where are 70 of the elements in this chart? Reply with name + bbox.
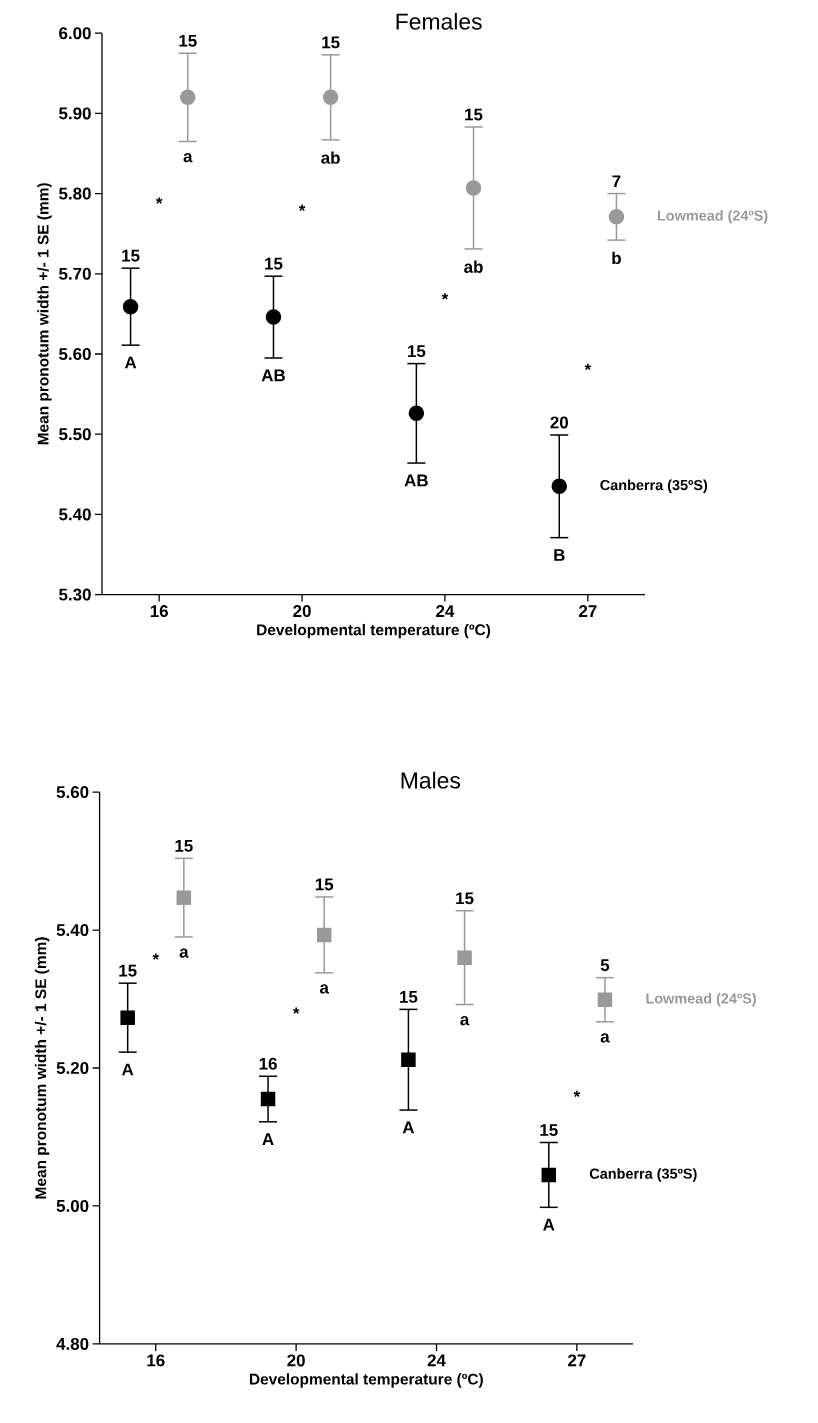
annotation: 15 — [179, 34, 197, 47]
annotation: a — [179, 948, 189, 958]
y-tick-label: 5.40 — [59, 508, 91, 521]
x-tick-label: 27 — [568, 1354, 586, 1367]
y-tick-label: 5.50 — [59, 428, 91, 441]
y-axis-title: Mean pronotum width +/- 1 SE (mm) — [37, 183, 52, 445]
text: Canberra (35ºS) — [589, 1168, 697, 1182]
annotation: 15 — [265, 257, 283, 270]
annotation: A — [402, 1121, 415, 1134]
annotation: 15 — [465, 108, 483, 121]
y-tick-label: 4.80 — [56, 1337, 89, 1350]
x-tick-label: 16 — [147, 1354, 165, 1367]
x-axis-title: Developmental temperature (ºC) — [257, 623, 491, 639]
annotation: * — [292, 1007, 300, 1014]
y-tick-label: 5.80 — [59, 187, 91, 200]
annotation: A — [543, 1218, 555, 1231]
annotation: * — [152, 953, 160, 960]
annotation: b — [612, 251, 621, 265]
y-tick-label: 5.70 — [59, 267, 91, 280]
x-tick-label: 16 — [150, 605, 168, 618]
annotation: a — [183, 152, 193, 163]
annotation: ab — [321, 151, 340, 164]
annotation: A — [262, 1133, 274, 1145]
annotation: 20 — [550, 416, 568, 429]
chart-title: Females — [396, 12, 482, 30]
annotation: 15 — [400, 991, 418, 1003]
annotation: * — [584, 363, 592, 371]
annotation: 15 — [408, 345, 426, 358]
y-axis-title: Mean pronotum width +/- 1 SE (mm) — [34, 937, 50, 1199]
x-tick-label: 24 — [436, 605, 455, 617]
annotation: 7 — [612, 175, 621, 188]
y-tick-label: 5.60 — [59, 347, 91, 360]
annotation: 15 — [119, 964, 137, 977]
annotation: ab — [464, 260, 483, 273]
x-tick-label: 24 — [427, 1354, 446, 1367]
annotation: a — [460, 1016, 470, 1026]
annotation: 15 — [540, 1124, 558, 1136]
annotation: 15 — [315, 878, 334, 891]
y-tick-label: 5.40 — [56, 924, 89, 937]
annotation: 15 — [322, 36, 340, 49]
x-tick-label: 20 — [287, 1354, 305, 1367]
annotation: A — [121, 1063, 134, 1076]
annotation: * — [573, 1090, 581, 1097]
y-tick-label: 5.30 — [59, 588, 91, 601]
annotation: B — [554, 549, 565, 561]
annotation: AB — [404, 474, 428, 487]
annotation: * — [441, 293, 449, 300]
x-tick-label: 27 — [579, 605, 597, 617]
annotation: 15 — [456, 892, 474, 905]
y-tick-label: 5.60 — [56, 786, 89, 799]
annotation: AB — [261, 369, 285, 382]
y-tick-label: 5.00 — [56, 1199, 89, 1212]
y-tick-label: 5.20 — [56, 1062, 89, 1074]
annotation: * — [155, 197, 163, 204]
annotation: * — [298, 204, 306, 211]
y-tick-label: 5.90 — [59, 107, 91, 120]
x-axis-title: Developmental temperature (ºC) — [249, 1373, 483, 1388]
text: Canberra (35ºS) — [600, 479, 708, 494]
annotation: a — [600, 1033, 610, 1043]
annotation: 15 — [122, 249, 140, 262]
y-tick-label: 6.00 — [59, 27, 91, 40]
annotation: a — [319, 984, 330, 994]
annotation: 5 — [600, 959, 610, 972]
x-tick-label: 20 — [293, 605, 311, 618]
chart-title: Males — [401, 771, 461, 789]
annotation: 15 — [175, 839, 193, 852]
annotation: A — [124, 356, 137, 369]
text: Lowmead (24ºS) — [657, 210, 768, 224]
text: Lowmead (24ºS) — [646, 992, 756, 1007]
annotation: 16 — [259, 1057, 277, 1070]
